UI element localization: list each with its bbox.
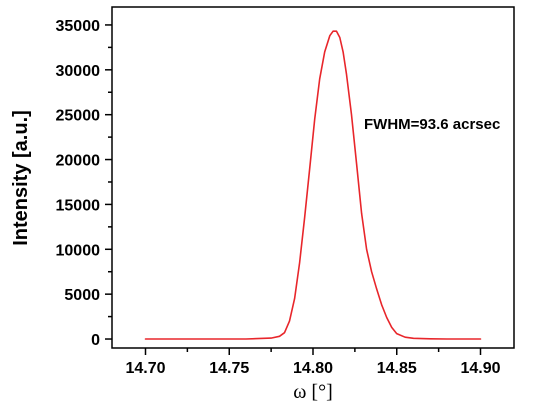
x-tick-label: 14.80 bbox=[293, 360, 333, 377]
x-axis-title: ω [°] bbox=[293, 381, 332, 403]
x-tick-label: 14.90 bbox=[460, 360, 500, 377]
x-axis-ticks: 14.70 14.75 14.80 14.85 14.90 bbox=[125, 348, 501, 377]
y-tick-label: 20000 bbox=[56, 153, 101, 170]
y-tick-label: 15000 bbox=[56, 197, 101, 214]
y-tick-label: 30000 bbox=[56, 63, 101, 80]
x-tick-label: 14.85 bbox=[377, 360, 417, 377]
y-tick-label: 25000 bbox=[56, 108, 101, 125]
x-tick-label: 14.70 bbox=[125, 360, 165, 377]
y-axis-ticks: 0 5000 10000 15000 20000 25000 30000 35000 bbox=[56, 18, 112, 349]
fwhm-annotation: FWHM=93.6 acrsec bbox=[364, 116, 500, 133]
y-tick-label: 10000 bbox=[56, 242, 101, 259]
intensity-series-line bbox=[144, 30, 482, 340]
x-tick-label: 14.75 bbox=[209, 360, 249, 377]
plot-frame bbox=[111, 6, 515, 349]
y-axis-title: Intensity [a.u.] bbox=[10, 110, 32, 246]
y-tick-label: 5000 bbox=[64, 287, 100, 304]
y-tick-label: 0 bbox=[91, 332, 100, 349]
series-layer bbox=[144, 30, 482, 340]
y-tick-label: 35000 bbox=[56, 18, 101, 35]
